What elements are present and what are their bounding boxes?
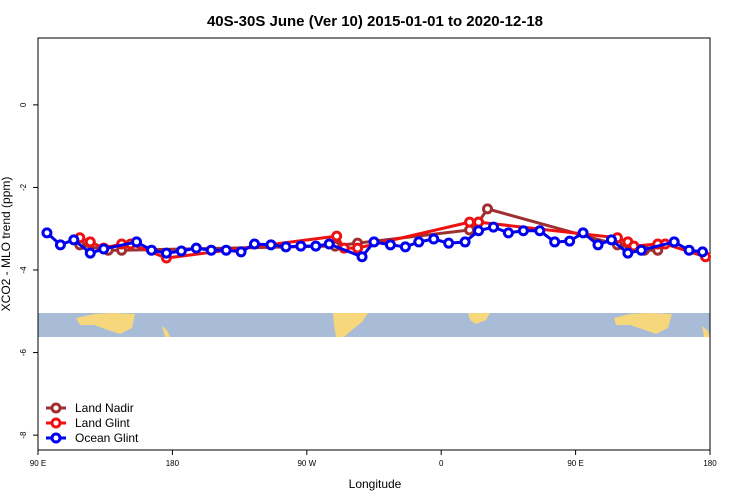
- point: [205, 244, 217, 256]
- point: [41, 227, 53, 239]
- legend-label: Ocean Glint: [75, 431, 139, 445]
- point: [487, 221, 499, 233]
- point: [54, 239, 66, 251]
- point: [413, 236, 425, 248]
- x-tick-label: 90 W: [297, 459, 316, 468]
- point: [84, 236, 96, 248]
- point: [280, 241, 292, 253]
- legend-marker: [50, 402, 62, 414]
- point: [622, 247, 634, 259]
- point: [295, 240, 307, 252]
- legend-marker: [50, 417, 62, 429]
- y-tick-label: 0: [19, 102, 28, 107]
- point: [220, 244, 232, 256]
- point: [235, 246, 247, 258]
- point: [592, 239, 604, 251]
- series: [41, 221, 709, 263]
- point: [502, 227, 514, 239]
- chart-title: 40S-30S June (Ver 10) 2015-01-01 to 2020…: [207, 13, 543, 30]
- point: [549, 236, 561, 248]
- x-tick-label: 90 E: [30, 459, 46, 468]
- point: [249, 238, 261, 250]
- x-tick-label: 0: [439, 459, 444, 468]
- point: [517, 225, 529, 237]
- point: [98, 243, 110, 255]
- point: [384, 239, 396, 251]
- point: [443, 237, 455, 249]
- point: [464, 216, 476, 228]
- point: [564, 235, 576, 247]
- x-tick-label: 180: [703, 459, 717, 468]
- point: [190, 242, 202, 254]
- point: [459, 236, 471, 248]
- point: [668, 236, 680, 248]
- point: [605, 234, 617, 246]
- legend-marker: [50, 432, 62, 444]
- point: [577, 227, 589, 239]
- point: [310, 240, 322, 252]
- point: [683, 244, 695, 256]
- x-tick-label: 90 E: [567, 459, 583, 468]
- x-tick-label: 180: [166, 459, 180, 468]
- point: [175, 245, 187, 257]
- legend-label: Land Glint: [75, 416, 130, 430]
- point: [131, 236, 143, 248]
- point: [145, 244, 157, 256]
- point: [352, 242, 364, 254]
- point: [68, 234, 80, 246]
- point: [399, 241, 411, 253]
- point: [481, 203, 493, 215]
- point: [697, 246, 709, 258]
- point: [368, 236, 380, 248]
- y-tick-label: -2: [19, 183, 28, 191]
- y-axis-label: XCO2 - MLO trend (ppm): [0, 177, 13, 312]
- point: [428, 233, 440, 245]
- plot-frame: [37, 37, 711, 451]
- x-axis-label: Longitude: [349, 477, 402, 491]
- point: [473, 216, 485, 228]
- point: [473, 225, 485, 237]
- point: [84, 247, 96, 259]
- point: [323, 238, 335, 250]
- y-tick-label: -4: [19, 266, 28, 274]
- point: [635, 244, 647, 256]
- point: [265, 239, 277, 251]
- map-strip: [38, 313, 710, 337]
- point: [160, 247, 172, 259]
- point: [534, 225, 546, 237]
- y-tick-label: -8: [19, 431, 28, 439]
- point: [331, 230, 343, 242]
- y-tick-label: -6: [19, 348, 28, 356]
- point: [356, 251, 368, 263]
- legend-label: Land Nadir: [75, 401, 134, 415]
